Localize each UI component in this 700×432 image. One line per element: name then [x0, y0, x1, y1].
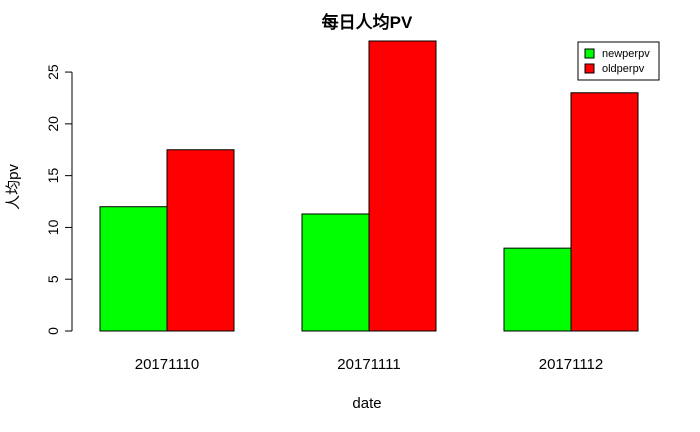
- y-axis-label: 人均pv: [5, 164, 22, 210]
- y-tick-label: 15: [45, 168, 61, 184]
- legend-swatch-oldperpv: [584, 63, 595, 74]
- bars: [99, 40, 639, 332]
- legend-label-oldperpv: oldperpv: [602, 63, 645, 75]
- y-tick-label: 25: [45, 64, 61, 80]
- bar-newperpv-20171111: [301, 213, 370, 332]
- legend-box: [577, 41, 660, 81]
- bar-oldperpv-20171110: [166, 149, 235, 332]
- bar-oldperpv-20171112: [570, 92, 639, 332]
- bar-newperpv-20171110: [99, 206, 168, 332]
- x-axis-label: date: [352, 395, 381, 412]
- bar-newperpv-20171112: [503, 247, 572, 332]
- legend: newperpv oldperpv: [577, 41, 660, 81]
- chart-title: 每日人均PV: [322, 12, 413, 32]
- y-tick-label: 10: [45, 219, 61, 235]
- y-tick-label: 5: [45, 275, 61, 283]
- y-tick-label: 20: [45, 116, 61, 132]
- y-axis: 0 5 10 15 20 25: [45, 64, 73, 335]
- bar-oldperpv-20171111: [368, 40, 437, 332]
- x-category-label: 20171111: [337, 356, 400, 373]
- x-category-label: 20171110: [135, 356, 200, 373]
- legend-label-newperpv: newperpv: [602, 48, 650, 60]
- x-category-labels: 20171110 20171111 20171112: [135, 356, 604, 373]
- x-category-label: 20171112: [539, 356, 604, 373]
- y-tick-label: 0: [45, 327, 61, 335]
- legend-swatch-newperpv: [584, 48, 595, 59]
